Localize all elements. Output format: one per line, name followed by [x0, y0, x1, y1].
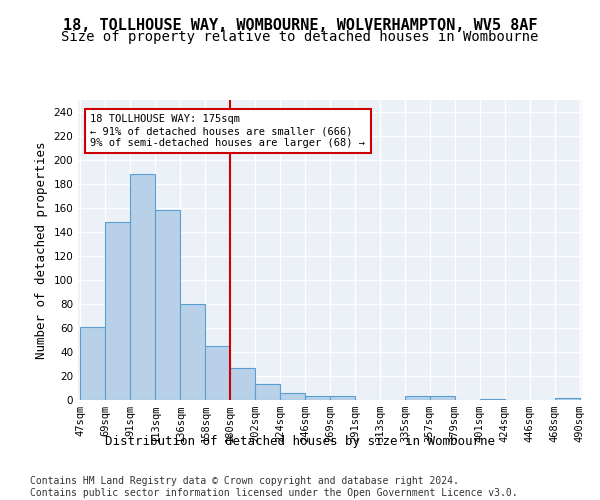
Text: Size of property relative to detached houses in Wombourne: Size of property relative to detached ho…: [61, 30, 539, 44]
Bar: [155, 210, 180, 400]
Text: 18, TOLLHOUSE WAY, WOMBOURNE, WOLVERHAMPTON, WV5 8AF: 18, TOLLHOUSE WAY, WOMBOURNE, WOLVERHAMP…: [63, 18, 537, 32]
Bar: [480, 399, 505, 400]
Bar: [80, 327, 106, 400]
Bar: [255, 384, 280, 400]
Bar: [280, 393, 305, 400]
Bar: [330, 396, 355, 400]
Bar: [305, 396, 330, 400]
Bar: [130, 174, 155, 400]
Bar: [405, 396, 430, 400]
Bar: [205, 346, 230, 400]
Bar: [430, 396, 455, 400]
Y-axis label: Number of detached properties: Number of detached properties: [35, 141, 48, 359]
Text: Distribution of detached houses by size in Wombourne: Distribution of detached houses by size …: [105, 435, 495, 448]
Text: 18 TOLLHOUSE WAY: 175sqm
← 91% of detached houses are smaller (666)
9% of semi-d: 18 TOLLHOUSE WAY: 175sqm ← 91% of detach…: [91, 114, 365, 148]
Bar: [554, 398, 580, 400]
Bar: [106, 222, 130, 400]
Bar: [230, 368, 255, 400]
Bar: [180, 304, 205, 400]
Text: Contains HM Land Registry data © Crown copyright and database right 2024.
Contai: Contains HM Land Registry data © Crown c…: [30, 476, 518, 498]
